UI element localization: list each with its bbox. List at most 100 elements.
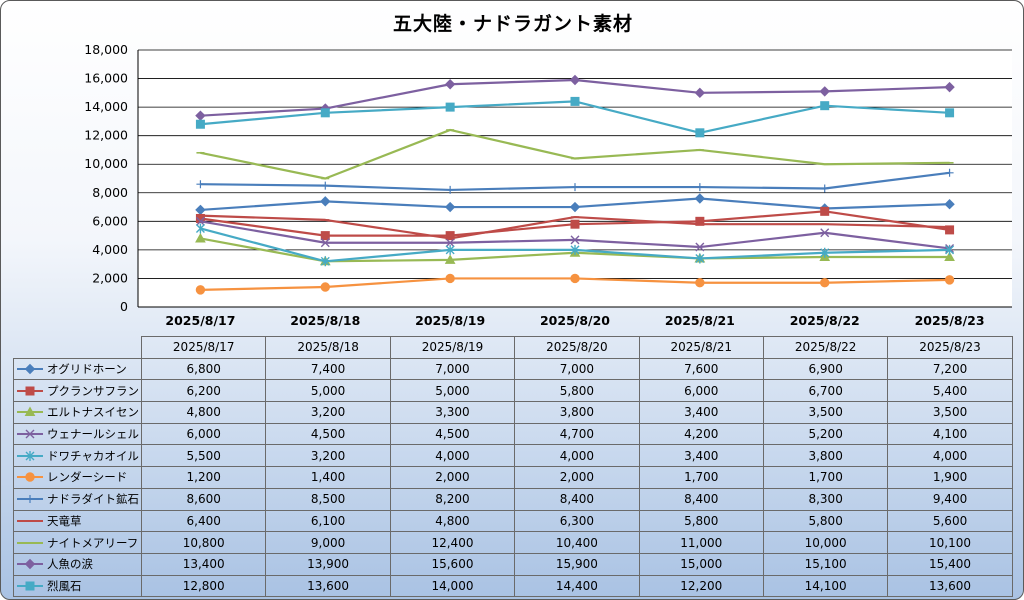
data-point [695, 253, 705, 264]
value-cell: 4,000 [389, 444, 516, 468]
data-point [820, 184, 829, 193]
value-cell: 13,400 [140, 552, 267, 576]
value-cell: 1,700 [638, 466, 764, 489]
series-name: ドワチャカオイル [47, 448, 139, 463]
value-cell: 6,800 [140, 357, 267, 381]
legend-key-icon [17, 495, 43, 504]
value-cell: 1,400 [265, 466, 391, 489]
value-cell: 14,400 [514, 574, 640, 598]
table-date-header: 2025/8/20 [514, 336, 640, 359]
value-cell: 13,900 [265, 552, 391, 576]
table-row: 人魚の涙 13,400 13,900 15,600 15,900 15,000 15,100… [13, 552, 1013, 576]
table-row: ナドラダイト鉱石 8,600 8,500 8,200 8,400 8,400 8,300 9,… [13, 487, 1013, 511]
value-cell: 4,500 [389, 422, 516, 446]
value-cell: 8,400 [514, 487, 640, 511]
table-date-header: 2025/8/18 [265, 336, 391, 359]
series-name: 天竜草 [47, 513, 82, 528]
value-cell: 3,300 [389, 401, 516, 424]
data-point [444, 201, 456, 213]
data-point [945, 168, 954, 177]
data-point [569, 201, 581, 213]
legend-key-marker [25, 450, 35, 461]
value-cell: 9,400 [887, 487, 1013, 511]
value-cell: 10,400 [514, 531, 640, 554]
data-point [195, 119, 205, 129]
series-name: エルトナスイセン [47, 405, 139, 420]
value-cell: 4,700 [514, 422, 640, 446]
value-cell: 7,600 [638, 357, 764, 381]
value-cell: 4,500 [265, 422, 391, 446]
data-point [321, 181, 330, 190]
data-point [444, 254, 456, 264]
value-cell: 1,900 [887, 466, 1013, 489]
x-tick-label: 2025/8/21 [665, 313, 735, 328]
value-cell: 3,800 [514, 401, 640, 424]
plot-area [138, 50, 1012, 307]
data-point [570, 96, 580, 106]
series-name: オグリドホーン [47, 362, 127, 377]
series-group [195, 216, 955, 253]
value-cell: 7,400 [265, 357, 391, 381]
value-cell: 10,800 [140, 531, 267, 554]
value-cell: 6,000 [140, 422, 267, 446]
legend-key-marker [25, 581, 35, 591]
table-row: 天竜草 6,400 6,100 4,800 6,300 5,800 5,800 5,600 [13, 509, 1013, 533]
table-date-header: 2025/8/21 [638, 336, 764, 359]
table-date-header: 2025/8/19 [389, 336, 516, 359]
data-point [444, 79, 456, 90]
value-cell: 3,500 [762, 401, 889, 424]
y-tick-label: 6,000 [92, 213, 128, 228]
value-cell: 3,400 [638, 444, 764, 468]
legend-key-marker [26, 495, 34, 504]
data-point [195, 223, 205, 234]
value-cell: 5,600 [887, 509, 1013, 533]
legend-key-marker [25, 429, 35, 439]
x-tick-label: 2025/8/20 [540, 313, 610, 328]
value-cell: 8,200 [389, 487, 516, 511]
data-point [820, 247, 830, 258]
legend-key-icon [17, 406, 43, 417]
data-point [445, 273, 455, 284]
value-cell: 4,800 [140, 401, 267, 424]
series-name: ナドラダイト鉱石 [47, 492, 139, 507]
table-row: ナイトメアリーフ 10,800 9,000 12,400 10,400 11,000 10,… [13, 531, 1013, 554]
value-cell: 15,100 [762, 552, 889, 576]
series-group [195, 206, 955, 241]
table-row: プクランサフラン 6,200 5,000 5,000 5,800 6,000 6,700 5,… [13, 379, 1013, 403]
data-point [445, 244, 455, 255]
value-cell: 3,200 [265, 401, 391, 424]
value-cell: 7,000 [514, 357, 640, 381]
data-table-corner [13, 336, 142, 359]
series-name: ナイトメアリーフ [47, 535, 139, 550]
value-cell: 4,000 [887, 444, 1013, 468]
series-group [195, 273, 955, 295]
data-point [571, 183, 579, 192]
value-cell: 6,400 [140, 509, 267, 533]
value-cell: 6,300 [514, 509, 640, 533]
data-point [944, 275, 955, 285]
data-point [695, 278, 705, 288]
value-cell: 5,400 [887, 379, 1013, 403]
chart-title: 五大陸・ナドラガント素材 [392, 13, 633, 35]
value-cell: 1,200 [140, 466, 267, 489]
series-name-cell: レンダーシード [13, 466, 142, 489]
y-tick-label: 10,000 [84, 156, 128, 171]
value-cell: 12,400 [389, 531, 516, 554]
data-point [320, 231, 330, 241]
data-point [320, 108, 330, 118]
value-cell: 5,000 [389, 379, 516, 403]
series-name: ウェナールシェル [47, 427, 139, 442]
value-cell: 10,000 [762, 531, 889, 554]
table-date-header: 2025/8/17 [140, 336, 267, 359]
data-table: 2025/8/17 2025/8/18 2025/8/19 2025/8/20 2025… [13, 336, 1013, 598]
data-point [445, 238, 455, 248]
y-tick-label: 4,000 [92, 242, 128, 257]
data-point [195, 213, 205, 223]
value-cell: 8,600 [140, 487, 267, 511]
data-point [819, 86, 830, 97]
value-cell: 6,700 [762, 379, 889, 403]
value-cell: 10,100 [887, 531, 1013, 554]
legend-key-marker [25, 472, 35, 483]
value-cell: 5,500 [140, 444, 267, 468]
value-cell: 8,500 [265, 487, 391, 511]
